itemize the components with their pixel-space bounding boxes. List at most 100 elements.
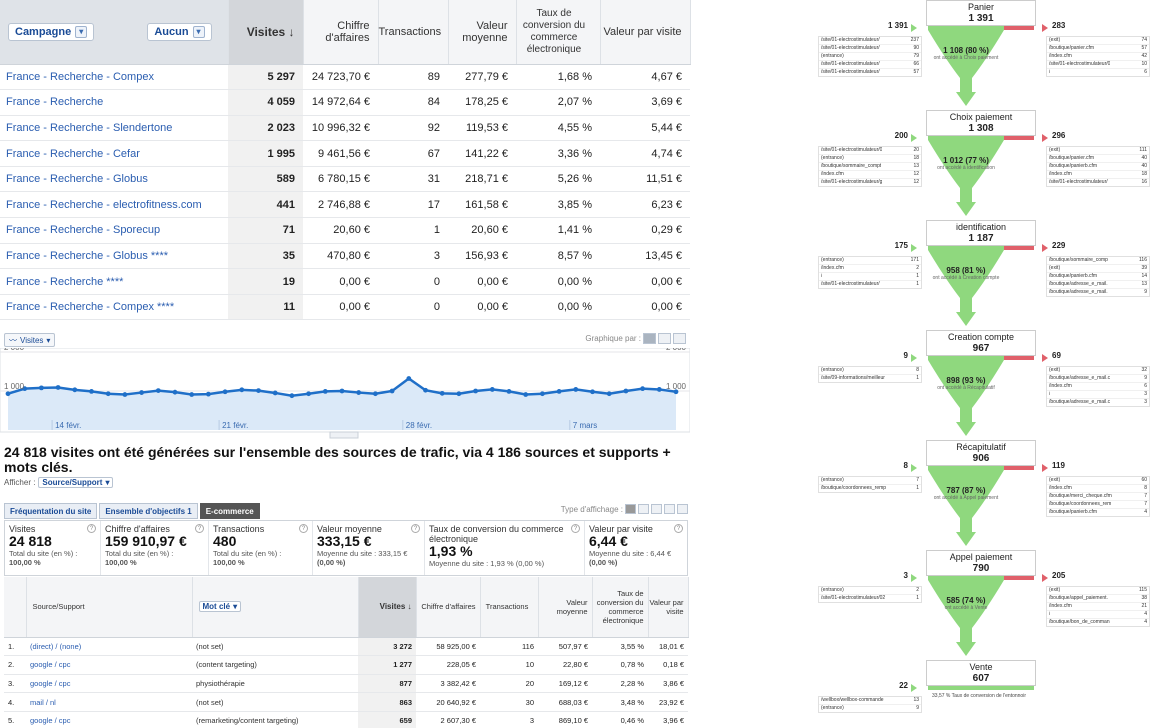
campaign-link[interactable]: France - Recherche - Compex **** [0,294,228,321]
tab-objectifs[interactable]: Ensemble d'objectifs 1 [99,503,198,519]
funnel-entries-count: 200 [894,131,908,140]
campaign-link[interactable]: France - Recherche [0,89,228,116]
list-item: /boutique/adresse_e_mail. 13 [1047,281,1149,289]
source-link[interactable]: mail / nl [26,692,192,712]
chevron-down-icon: ▾ [46,335,51,345]
campaign-link[interactable]: France - Recherche - electrofitness.com [0,191,228,219]
list-item: /boutique/coordonnees_remp 1 [821,485,919,491]
source-table: Source/Support Mot clé ▾ Visites ↓ Chiffr… [4,577,689,728]
col-conv-rate[interactable]: Taux de conversion du commerce électroni… [516,0,601,65]
bar-view-icon[interactable] [651,504,662,514]
campaign-link[interactable]: France - Recherche - Sporecup [0,217,228,244]
help-icon[interactable]: ? [299,524,308,533]
funnel-exits-table: (exit) 32/boutique/adresse_e_mail.c 9/inde… [1046,366,1150,407]
chart-metric-tab[interactable]: 〰 Visites ▾ [4,333,56,347]
campaign-link[interactable]: France - Recherche - Globus **** [0,243,228,270]
afficher-select[interactable]: Source/Support ▾ [38,477,114,488]
source-link[interactable]: (direct) / (none) [26,637,192,657]
cell-conv-rate: 3,85 % [516,191,600,219]
table-view-icon[interactable] [625,504,636,514]
compare-view-icon[interactable] [664,504,675,514]
funnel-conversion-label: 898 (93 %) ont accédé à Récapitulatif [926,376,1006,391]
list-item: (entrance) 2 [819,587,921,595]
list-item: /site/01-electrostimulateur/g 12 [821,179,919,185]
cell-conv-rate: 0,00 % [516,294,600,321]
campaign-link[interactable]: France - Recherche - Globus [0,166,228,193]
secondary-dimension-select[interactable]: Aucun ▾ [147,22,212,41]
funnel-exit-bar [1004,576,1034,580]
metric-conv-rate: Taux de conversion du commerce électroni… [425,521,585,575]
funnel-exit-bar [1004,136,1034,140]
cell-conv-rate: 2,28 % [592,674,648,694]
data-point [540,391,545,397]
campaign-link[interactable]: France - Recherche **** [0,268,228,295]
tab-frequentation[interactable]: Fréquentation du site [4,503,98,519]
col-conv-rate[interactable]: Taux de conversion du commerce électroni… [592,577,649,638]
data-point [206,391,211,397]
table-row: 4. mail / nl (not set) 863 20 640,92 €30 688,… [4,692,688,712]
metric-per-visit: Valeur par visite 6,44 € Moyenne du site :… [585,521,687,575]
col-transactions[interactable]: Transactions [378,0,449,65]
data-point [656,387,662,392]
col-per-visit[interactable]: Valeur par visite [600,0,691,65]
list-item: (exit) 111 [1047,147,1149,155]
chart-scroll-handle[interactable] [329,431,359,439]
col-visits[interactable]: Visites ↓ [228,0,304,65]
graph-by-month-button[interactable] [673,333,686,344]
data-point [573,387,579,392]
col-avg-value[interactable]: Valeur moyenne [538,577,593,638]
keyword-dimension-select[interactable]: Mot clé ▾ [198,601,242,613]
col-revenue[interactable]: Chiffre d'affaires [303,0,379,65]
col-visits[interactable]: Visites ↓ [358,577,417,638]
cell-transactions: 10 [480,655,538,675]
funnel-conversion-label: 585 (74 %) ont accédé à Vente [926,596,1006,611]
funnel-exits-table: /boutique/sommaire_comp 116 (exit) 39/bouti… [1046,256,1150,297]
report-tabs: Fréquentation du site Ensemble d'objecti… [4,503,260,519]
data-point [556,388,562,394]
cell-visits: 1 995 [228,140,303,167]
source-link[interactable]: google / cpc [26,655,192,675]
list-item: /3 [1047,391,1149,399]
campaign-dimension-select[interactable]: Campagne ▾ [8,22,95,41]
cell-transactions: 84 [378,89,448,116]
col-avg-value[interactable]: Valeur moyenne [448,0,517,65]
help-icon[interactable]: ? [674,524,683,533]
list-item: /site/01-electrostimulateur/237 [819,37,921,45]
list-item: (entrance) 171 [819,257,921,265]
cell-revenue: 2 607,30 € [416,711,480,728]
data-point [172,389,178,395]
help-icon[interactable]: ? [87,524,96,533]
campaign-link[interactable]: France - Recherche - Cefar [0,140,228,167]
campaign-link[interactable]: France - Recherche - Slendertone [0,115,228,142]
col-source[interactable]: Source/Support [26,577,193,638]
pie-view-icon[interactable] [638,504,649,514]
data-point [55,385,61,390]
pivot-view-icon[interactable] [677,504,688,514]
cell-revenue: 9 461,56 € [303,140,378,167]
list-item: /site/01-electrostimulateur/0 10 [1047,61,1149,69]
source-link[interactable]: google / cpc [26,711,192,728]
col-per-visit[interactable]: Valeur par visite [648,577,689,638]
data-point [72,387,78,393]
y-tick-label: 2 000 [666,348,687,352]
help-icon[interactable]: ? [195,524,204,533]
funnel-exits-table: (exit) 115/boutique/appel_paiement. 38/ind… [1046,586,1150,627]
funnel-stage-name: Vente [969,662,993,672]
graph-by-week-button[interactable] [658,333,671,344]
funnel-exit-bar [1004,356,1034,360]
help-icon[interactable]: ? [411,524,420,533]
funnel-stage-value: 1 187 [968,233,994,244]
list-item: /boutique/merci_cheque.cfm 7 [1047,493,1149,501]
source-link[interactable]: google / cpc [26,674,192,694]
help-icon[interactable]: ? [571,524,580,533]
col-transactions[interactable]: Transactions [480,577,539,638]
col-revenue[interactable]: Chiffre d'affaires [416,577,481,638]
funnel-stage-name: Panier [967,2,994,12]
graph-by-day-button[interactable] [643,333,656,344]
cell-per-visit: 4,74 € [600,140,690,167]
data-point [39,385,44,391]
tab-ecommerce[interactable]: E-commerce [199,503,260,519]
data-point [506,388,512,394]
campaign-link[interactable]: France - Recherche - Compex [0,64,228,91]
campaign-table-header: Campagne ▾ Aucun ▾ Visites ↓ Chiffre d'aff… [0,0,691,65]
